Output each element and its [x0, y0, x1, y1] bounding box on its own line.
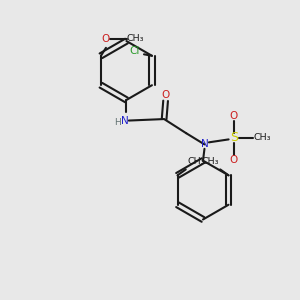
- Text: O: O: [101, 34, 109, 44]
- Text: N: N: [201, 140, 208, 149]
- Text: CH₃: CH₃: [253, 134, 271, 142]
- Text: CH₃: CH₃: [127, 34, 144, 43]
- Text: S: S: [230, 131, 238, 144]
- Text: N: N: [121, 116, 129, 126]
- Text: O: O: [230, 111, 238, 121]
- Text: O: O: [161, 90, 170, 100]
- Text: CH₃: CH₃: [187, 157, 205, 166]
- Text: Cl: Cl: [129, 46, 140, 56]
- Text: H: H: [114, 118, 120, 127]
- Text: O: O: [230, 155, 238, 165]
- Text: CH₃: CH₃: [201, 157, 219, 166]
